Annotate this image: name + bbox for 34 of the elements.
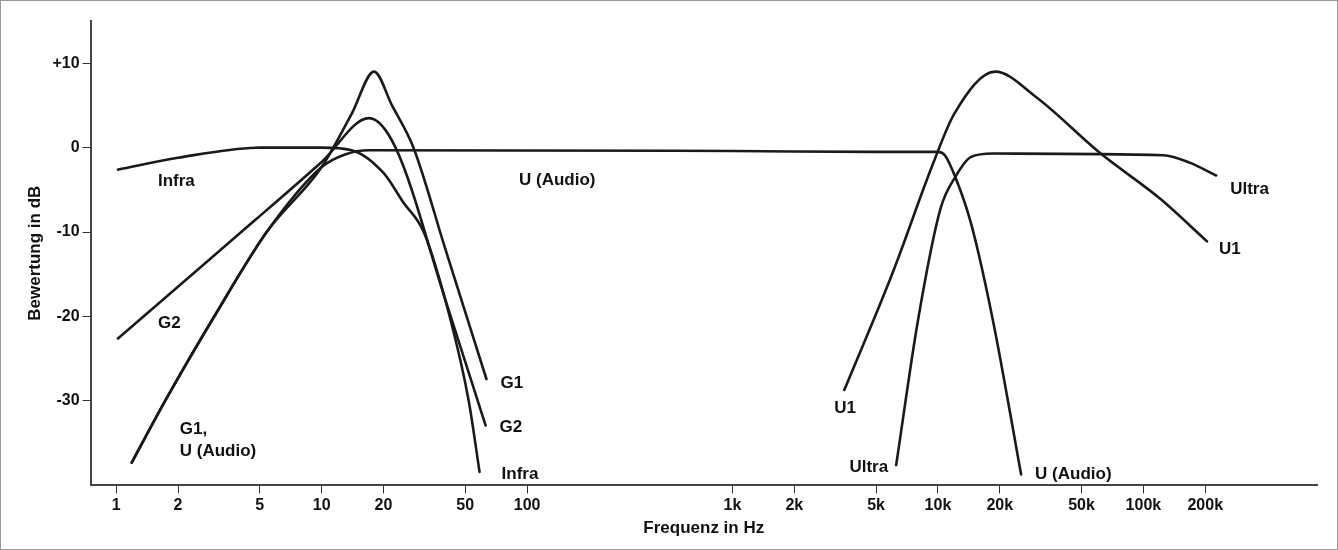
series-label: Infra <box>157 171 196 191</box>
text: Ultra <box>1230 179 1269 199</box>
y-tick-label: -20 <box>56 306 80 324</box>
x-axis-title: Frequenz in Hz <box>643 518 765 538</box>
series-label: G2 <box>157 313 181 333</box>
x-tick-label: 5k <box>867 496 886 514</box>
x-tick-label: 1k <box>723 496 742 514</box>
y-axis-title: Bewertung in dB <box>24 185 44 321</box>
series-label: U1 <box>1219 239 1241 259</box>
x-tick-label: 100 <box>513 496 541 514</box>
y-tick-label: -10 <box>56 222 80 240</box>
x-tick-label: 20 <box>374 496 393 514</box>
y-tick-label: 0 <box>70 138 80 156</box>
y-tick-label: -30 <box>56 391 80 409</box>
y-tick-label: +10 <box>52 53 80 71</box>
x-tick-label: 20k <box>986 496 1014 514</box>
text: G2 <box>499 417 523 437</box>
x-tick-label: 50k <box>1068 496 1095 514</box>
text: U1 <box>834 397 857 417</box>
text: Infra <box>501 463 539 483</box>
x-tick-label: 50 <box>456 496 475 514</box>
text: U (Audio) <box>518 169 596 189</box>
x-tick-label: 100k <box>1125 496 1162 514</box>
series-label: Ultra <box>849 456 889 476</box>
annotation: G1, U (Audio) <box>179 419 257 461</box>
x-tick-label: 2 <box>173 496 183 514</box>
x-tick-label: 10k <box>924 496 952 514</box>
series-label: G1 <box>500 372 524 392</box>
series-label: U (Audio) <box>1035 464 1112 484</box>
x-tick-label: 1 <box>111 496 121 514</box>
x-tick-label: 5 <box>255 496 265 514</box>
x-tick-label: 2k <box>785 496 804 514</box>
x-tick-label: 10 <box>312 496 331 514</box>
x-tick-label: 200k <box>1187 496 1224 514</box>
